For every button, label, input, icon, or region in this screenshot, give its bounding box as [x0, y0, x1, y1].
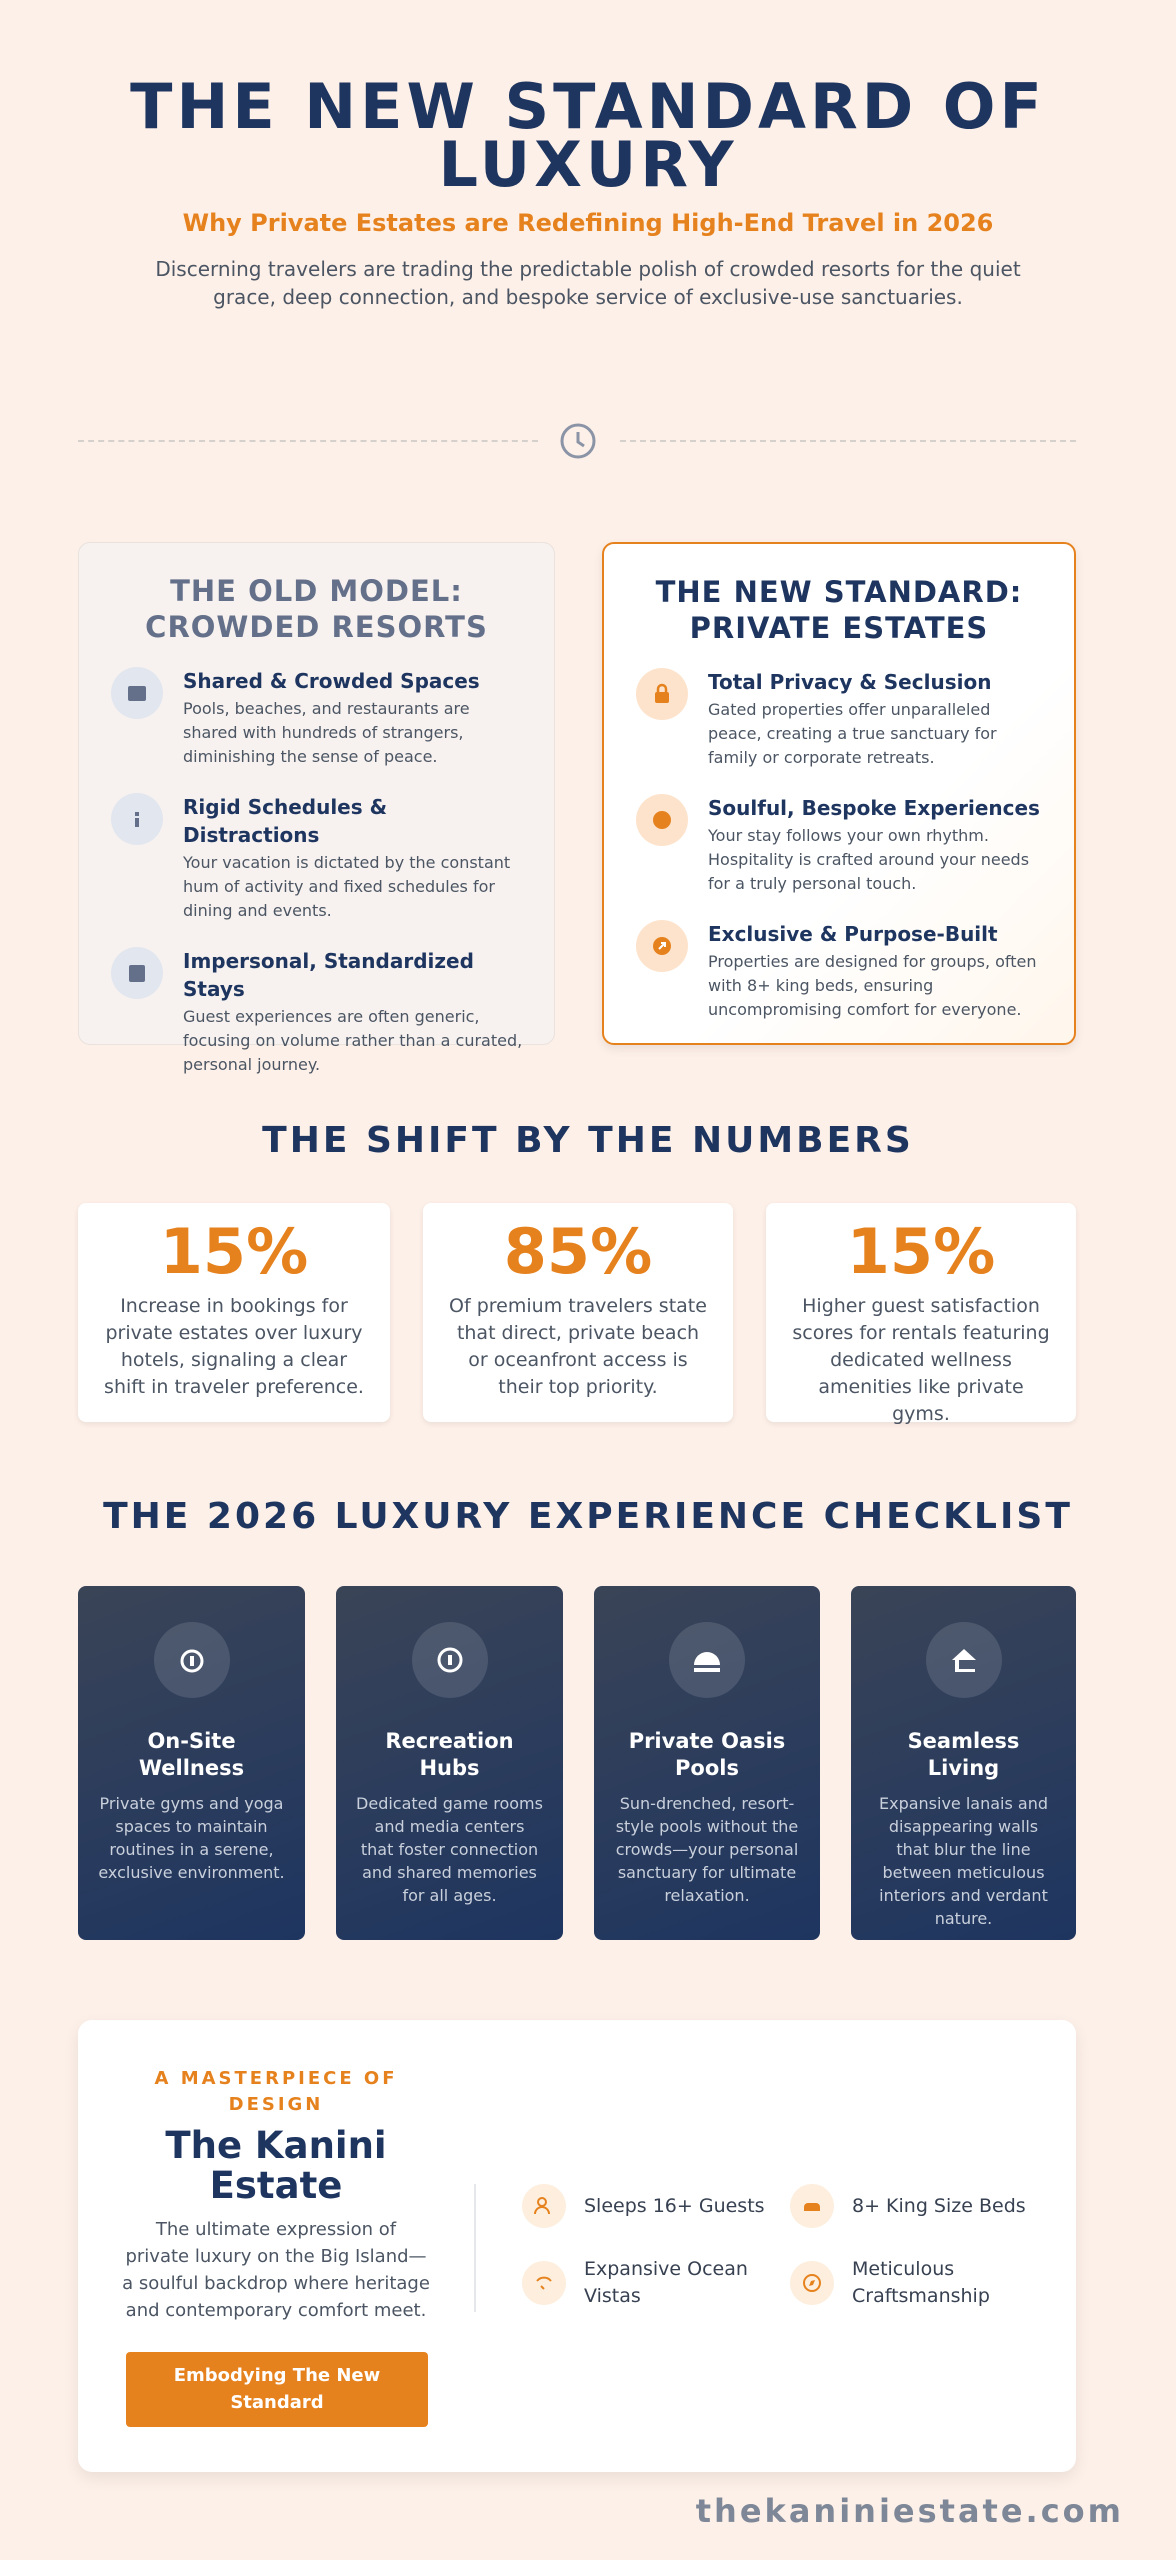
icon: [636, 668, 688, 720]
footer-domain: thekaniniestate.com: [695, 2492, 1124, 2530]
highlight: 8+ King Size Beds: [790, 2184, 1050, 2228]
icon: [669, 1622, 745, 1698]
card-text: Dedicated game rooms and media centers t…: [356, 1794, 543, 1905]
card-title: THE OLD MODEL: CROWDED RESORTS: [145, 574, 488, 644]
divider: [78, 440, 538, 442]
icon: [522, 2261, 566, 2305]
highlight-text: Sleeps 16+ Guests: [584, 2194, 765, 2217]
section-title: THE SHIFT BY THE NUMBERS: [262, 1120, 914, 1161]
feature-title: The Kanini Estate: [165, 2124, 387, 2207]
card-text: Expansive lanais and disappearing walls …: [878, 1794, 1049, 1928]
item: Shared & Crowded Spaces Pools, beaches, a…: [109, 667, 524, 769]
highlight: Sleeps 16+ Guests: [522, 2184, 772, 2228]
icon: [111, 667, 163, 719]
item-title: Exclusive & Purpose-Built: [708, 922, 998, 946]
icon: [925, 1622, 1002, 1698]
card-title: Seamless Living: [907, 1729, 1020, 1780]
item-title: Impersonal, Standardized Stays: [183, 949, 474, 1001]
item: Exclusive & Purpose-Built Properties are …: [634, 920, 1044, 1022]
page-title: THE NEW STANDARD OF LUXURY: [130, 70, 1046, 201]
divider: [620, 440, 1076, 442]
new-standard-card: THE NEW STANDARD: PRIVATE ESTATES Total …: [602, 542, 1076, 1045]
highlight-text: Expansive Ocean Vistas: [584, 2258, 748, 2307]
feature-card: A MASTERPIECE OF DESIGN The Kanini Estat…: [78, 2020, 1076, 2472]
old-model-card: THE OLD MODEL: CROWDED RESORTS Shared & …: [78, 542, 555, 1074]
subtitle: Why Private Estates are Redefining High-…: [182, 209, 994, 237]
stat-card: 15% Increase in bookings for private esta…: [78, 1203, 390, 1422]
eyebrow: A MASTERPIECE OF DESIGN: [154, 2068, 398, 2115]
cta-button[interactable]: Embodying The New Standard: [126, 2352, 428, 2427]
stat-value: 15%: [159, 1215, 309, 1288]
card-text: Sun-drenched, resort-style pools without…: [615, 1794, 799, 1905]
checklist-card: Recreation Hubs Dedicated game rooms and …: [336, 1586, 563, 1940]
icon: [411, 1622, 488, 1698]
highlight: Expansive Ocean Vistas: [522, 2256, 772, 2310]
icon: [636, 920, 688, 972]
item-text: Your stay follows your own rhythm. Hospi…: [708, 826, 1030, 893]
icon: [790, 2261, 834, 2305]
highlight-text: Meticulous Craftsmanship: [852, 2258, 990, 2307]
stat-text: Of premium travelers state that direct, …: [449, 1295, 707, 1398]
section-title: THE 2026 LUXURY EXPERIENCE CHECKLIST: [103, 1496, 1073, 1537]
stat-value: 15%: [846, 1215, 996, 1288]
stat-card: 85% Of premium travelers state that direc…: [423, 1203, 733, 1422]
stat-value: 85%: [503, 1215, 653, 1288]
icon: [636, 794, 688, 846]
divider: [474, 2184, 476, 2312]
item-title: Rigid Schedules & Distractions: [183, 795, 388, 847]
highlight: Meticulous Craftsmanship: [790, 2256, 1050, 2310]
checklist-card: Private Oasis Pools Sun-drenched, resort-…: [594, 1586, 820, 1940]
highlight-text: 8+ King Size Beds: [852, 2194, 1026, 2217]
item-text: Gated properties offer unparalleled peac…: [708, 700, 997, 767]
icon: [522, 2184, 566, 2228]
item: Impersonal, Standardized Stays Guest expe…: [109, 947, 524, 1077]
item-text: Properties are designed for groups, ofte…: [708, 952, 1037, 1019]
item-text: Guest experiences are often generic, foc…: [183, 1007, 523, 1074]
feature-text: The ultimate expression of private luxur…: [122, 2219, 430, 2321]
card-text: Private gyms and yoga spaces to maintain…: [98, 1794, 285, 1882]
icon: [790, 2184, 834, 2228]
item-title: Total Privacy & Seclusion: [708, 670, 992, 694]
icon: [111, 793, 163, 845]
item-title: Soulful, Bespoke Experiences: [708, 796, 1040, 820]
card-title: Recreation Hubs: [385, 1729, 514, 1780]
checklist-card: Seamless Living Expansive lanais and disa…: [851, 1586, 1076, 1940]
item-title: Shared & Crowded Spaces: [183, 669, 480, 693]
item: Soulful, Bespoke Experiences Your stay fo…: [634, 794, 1044, 896]
card-title: Private Oasis Pools: [628, 1729, 786, 1780]
icon: [111, 947, 163, 999]
item: Total Privacy & Seclusion Gated propertie…: [634, 668, 1044, 770]
stat-text: Higher guest satisfaction scores for ren…: [792, 1295, 1050, 1425]
card-title: On-Site Wellness: [138, 1729, 245, 1780]
item-text: Pools, beaches, and restaurants are shar…: [183, 699, 470, 766]
intro: Discerning travelers are trading the pre…: [155, 257, 1021, 309]
icon: [153, 1622, 230, 1698]
card-title: THE NEW STANDARD: PRIVATE ESTATES: [655, 575, 1023, 645]
clock-icon: [560, 423, 596, 459]
item: Rigid Schedules & Distractions Your vacat…: [109, 793, 524, 923]
item-text: Your vacation is dictated by the constan…: [183, 853, 511, 920]
stat-text: Increase in bookings for private estates…: [104, 1295, 364, 1398]
stat-card: 15% Higher guest satisfaction scores for …: [766, 1203, 1076, 1425]
checklist-card: On-Site Wellness Private gyms and yoga sp…: [78, 1586, 305, 1940]
